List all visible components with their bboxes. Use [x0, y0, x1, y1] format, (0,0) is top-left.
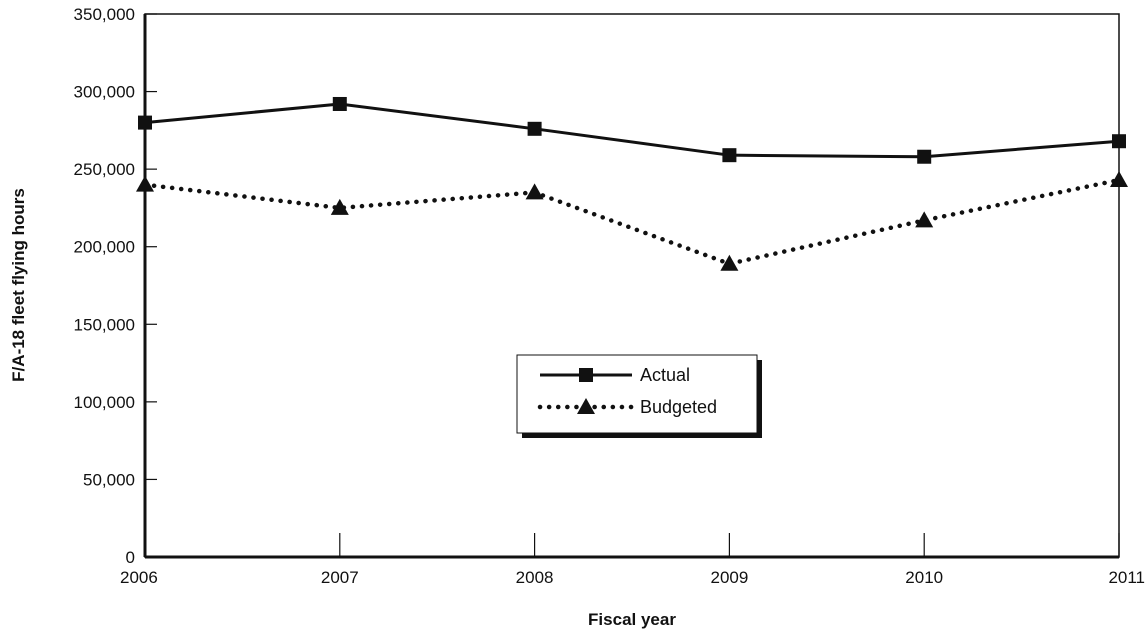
data-point-actual	[917, 149, 932, 164]
plot-frame	[144, 13, 1120, 558]
x-tick-label: 2007	[321, 568, 359, 587]
x-axis-ticks: 2006 2007 2008 2009 2010 2011	[120, 533, 1145, 587]
x-tick-label: 2010	[905, 568, 943, 587]
legend-box	[516, 354, 758, 434]
data-point-actual	[138, 115, 152, 130]
y-tick-label: 250,000	[74, 160, 135, 179]
data-point-budgeted	[1110, 171, 1128, 188]
x-axis-title: Fiscal year	[588, 610, 676, 629]
legend-items: Actual Budgeted	[537, 365, 717, 417]
y-tick-label: 350,000	[74, 5, 135, 24]
y-tick-label: 200,000	[74, 238, 135, 257]
y-axis-ticks: 0 50,000 100,000 150,000 200,000 250,000 300,0…	[74, 5, 157, 567]
series-line-actual	[144, 102, 1120, 159]
data-point-actual	[1112, 134, 1126, 149]
legend-label-budgeted: Budgeted	[640, 397, 717, 417]
y-tick-label: 0	[126, 548, 135, 567]
y-tick-label: 100,000	[74, 393, 135, 412]
x-tick-label: 2009	[710, 568, 748, 587]
data-point-actual	[527, 121, 542, 136]
data-point-budgeted	[915, 211, 934, 228]
legend-marker-actual	[579, 368, 593, 382]
data-point-budgeted	[525, 183, 544, 200]
y-axis-title: F/A-18 fleet flying hours	[9, 188, 28, 382]
series-layer	[136, 96, 1128, 271]
y-tick-label: 150,000	[74, 315, 135, 334]
data-point-budgeted	[136, 175, 154, 192]
data-point-actual	[722, 148, 737, 163]
x-tick-label: 2011	[1108, 568, 1145, 587]
legend: Actual Budgeted	[516, 354, 762, 438]
data-point-budgeted	[720, 254, 739, 271]
x-tick-label: 2006	[120, 568, 158, 587]
legend-marker-budgeted	[577, 398, 595, 414]
y-tick-label: 50,000	[83, 470, 135, 489]
data-point-budgeted	[330, 198, 349, 215]
x-tick-label: 2008	[516, 568, 554, 587]
data-point-actual	[332, 96, 347, 111]
series-line-budgeted	[142, 177, 1122, 267]
legend-label-actual: Actual	[640, 365, 690, 385]
y-tick-label: 300,000	[74, 83, 135, 102]
